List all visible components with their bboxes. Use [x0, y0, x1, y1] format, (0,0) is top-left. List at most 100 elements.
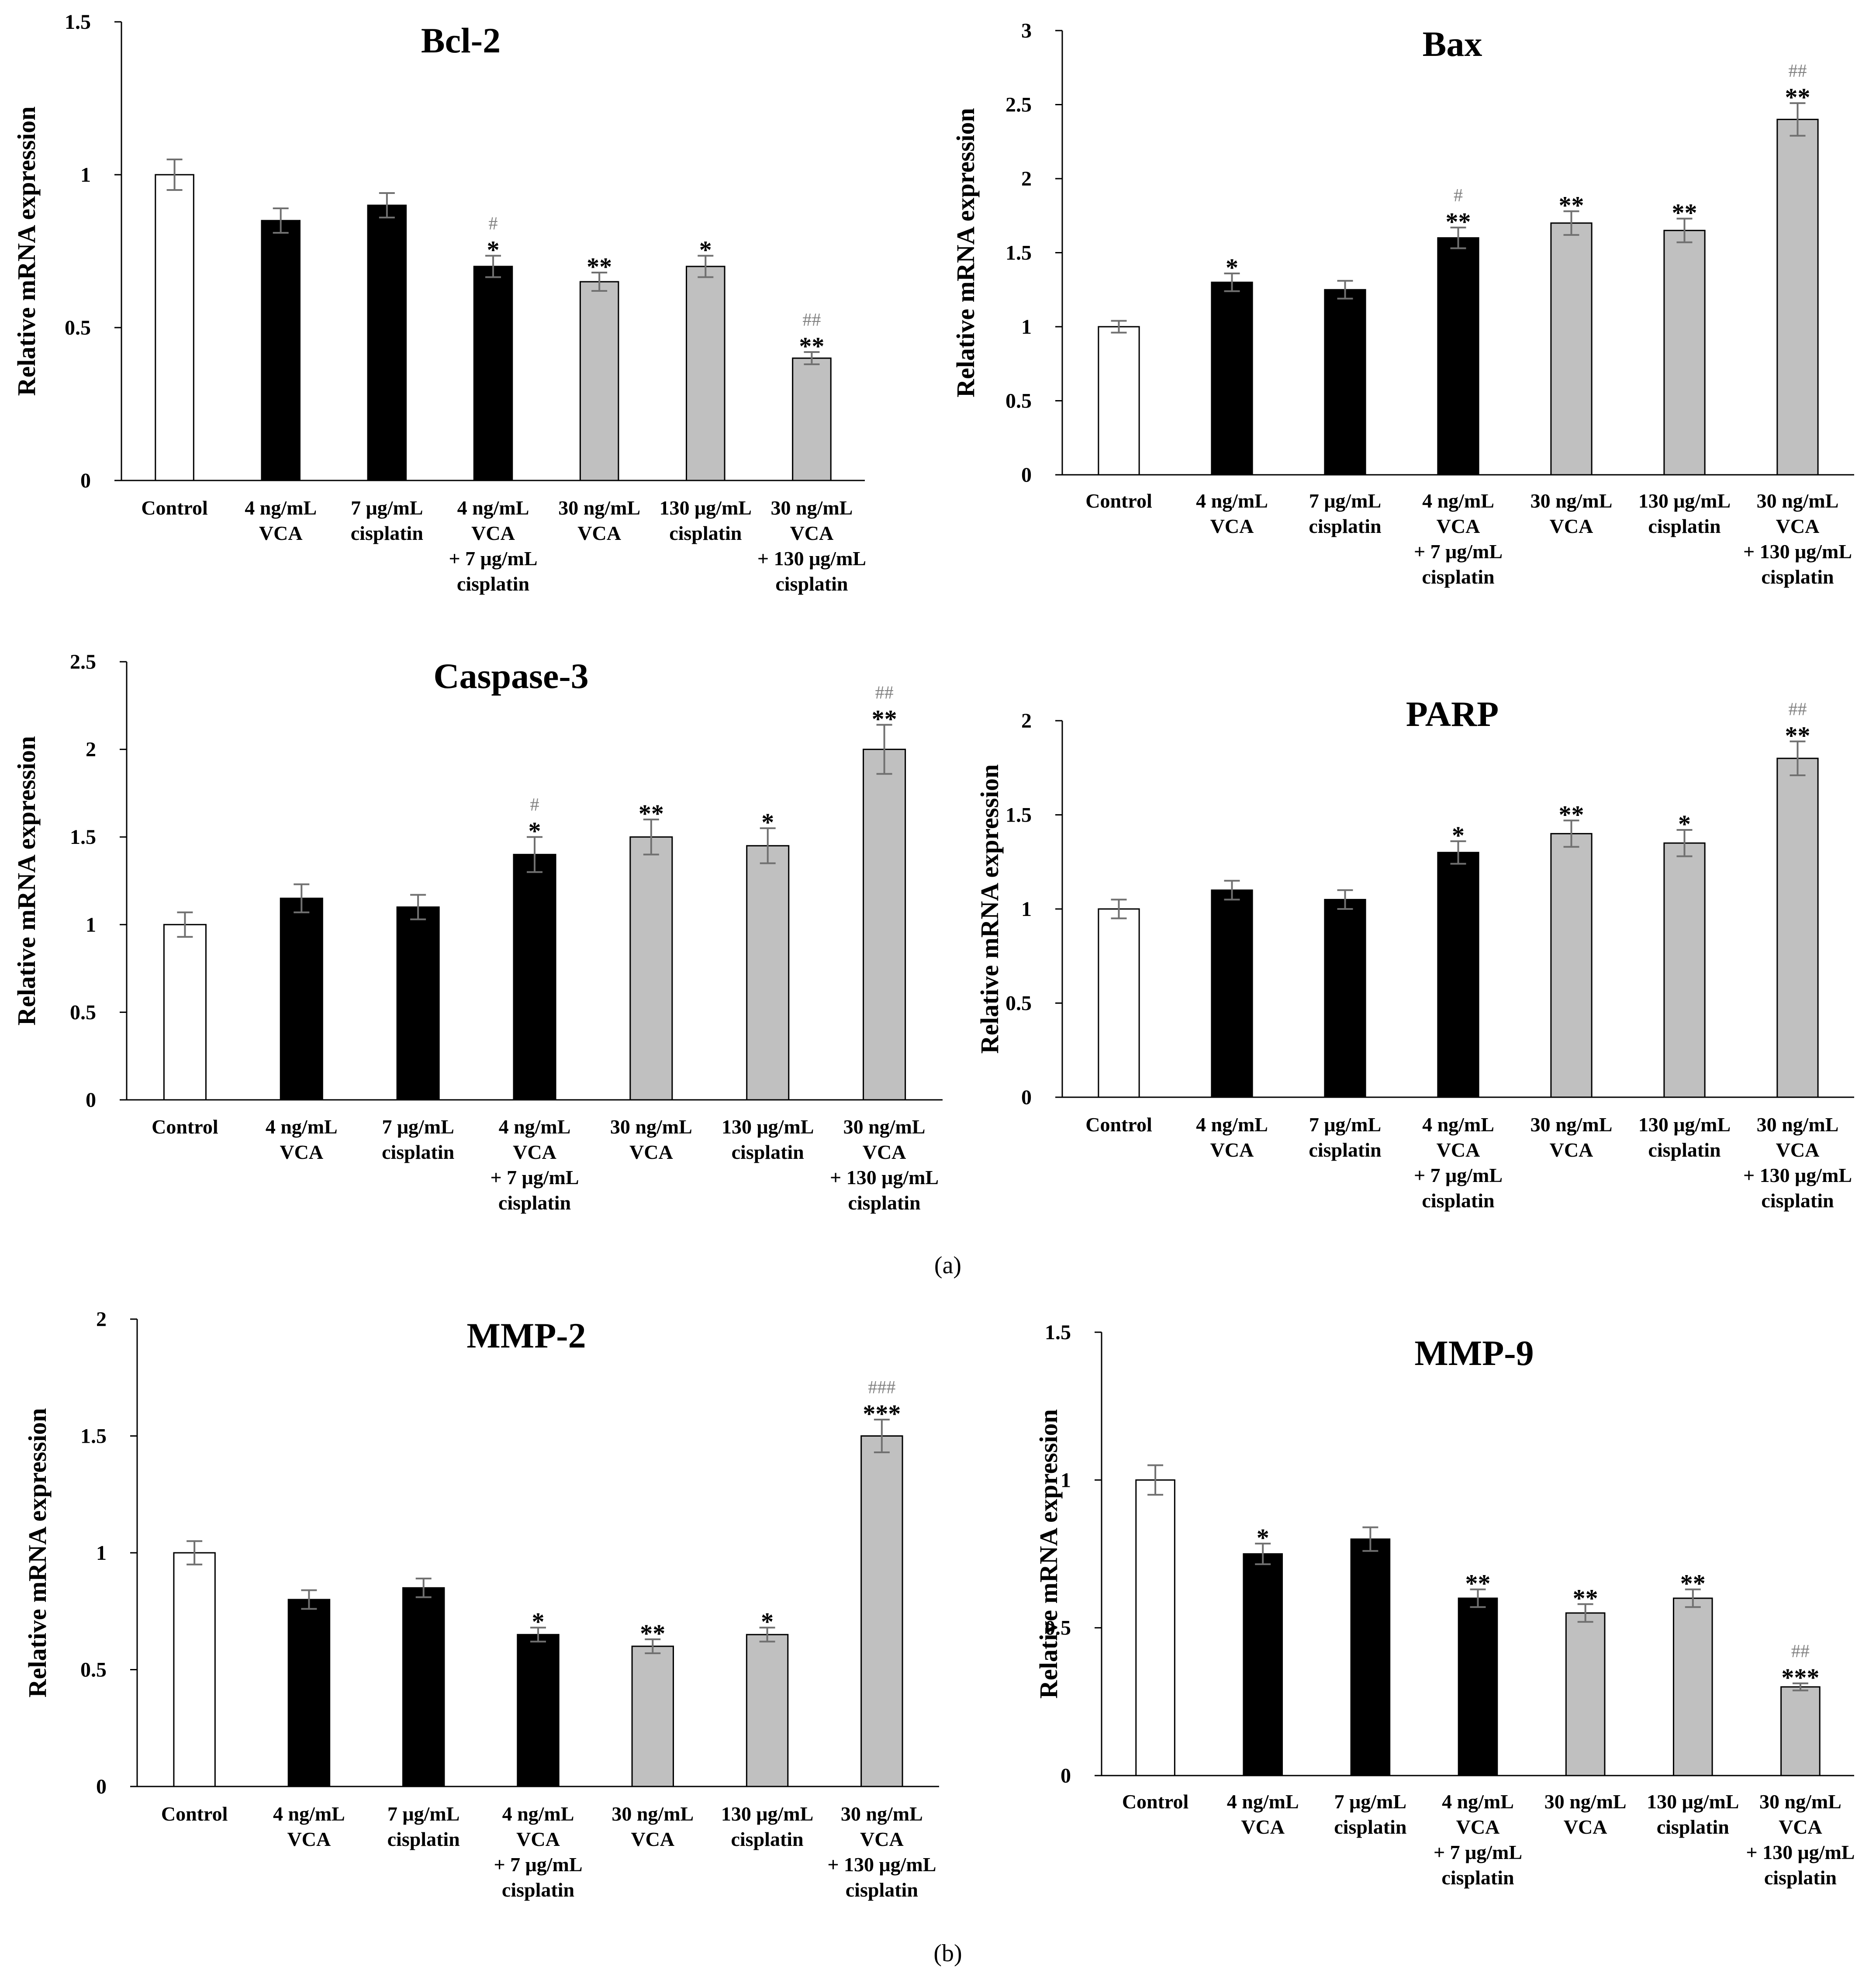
bar: [1243, 1553, 1283, 1776]
x-category-label: cisplatin: [1309, 515, 1381, 537]
bar: [792, 357, 832, 481]
significance-star: **: [1573, 1584, 1598, 1613]
panel-label-b: (b): [933, 1940, 962, 1967]
bar: [1437, 852, 1479, 1098]
chart-mmp-2: MMP-2 Relative mRNA expression 0 0.5 1 1.5 2 Co…: [23, 1308, 939, 1901]
significance-star: **: [1680, 1569, 1706, 1598]
x-category-label: 4 ng/mL: [245, 497, 317, 519]
chart-title: MMP-2: [466, 1316, 586, 1355]
bar: [1663, 230, 1706, 476]
x-category-label: cisplatin: [1422, 566, 1494, 588]
x-category-label: VCA: [631, 1828, 674, 1850]
chart-mmp-9: MMP-9 Relative mRNA expression 0 0.5 1 1.5 Con…: [1034, 1321, 1855, 1889]
bar: [1776, 757, 1819, 1098]
y-axis-label: Relative mRNA expression: [975, 764, 1004, 1054]
x-category-label: 130 μg/mL: [1638, 490, 1731, 512]
x-category-label: 30 ng/mL: [1531, 1113, 1613, 1136]
x-category-label: 4 ng/mL: [1442, 1790, 1514, 1813]
bar: [1550, 222, 1593, 476]
x-category-label: cisplatin: [669, 522, 742, 544]
x-category-label: 30 ng/mL: [1531, 490, 1613, 512]
significance-star: **: [1785, 721, 1810, 750]
bar: [1211, 889, 1253, 1098]
significance-star: **: [640, 1619, 665, 1648]
bar: [473, 266, 513, 481]
x-category-label: cisplatin: [1761, 1189, 1834, 1212]
x-category-label: + 7 μg/mL: [494, 1853, 582, 1876]
bar: [1098, 326, 1140, 476]
x-category-label: VCA: [1210, 1139, 1254, 1161]
bar: [631, 1645, 674, 1787]
significance-star: **: [1559, 800, 1584, 829]
x-category-label: VCA: [259, 522, 303, 544]
chart-title: MMP-9: [1414, 1333, 1534, 1373]
chart-title: Bcl-2: [421, 21, 501, 60]
x-category-label: Control: [1085, 1113, 1152, 1136]
y-tick-label: 0: [1061, 1764, 1071, 1787]
bar: [261, 220, 301, 481]
bar: [1098, 908, 1140, 1098]
bar: [579, 281, 619, 481]
x-category-label: cisplatin: [1657, 1816, 1729, 1838]
x-category-label: cisplatin: [457, 573, 529, 595]
x-category-label: cisplatin: [351, 522, 423, 544]
x-category-label: VCA: [1776, 1139, 1820, 1161]
y-tick-label: 0.5: [80, 1659, 107, 1682]
y-axis-label: Relative mRNA expression: [12, 107, 41, 396]
x-category-label: cisplatin: [1422, 1189, 1494, 1212]
significance-star: *: [1226, 253, 1238, 282]
chart-title: Caspase-3: [433, 656, 588, 696]
bar: [280, 898, 323, 1101]
y-tick-label: 1.5: [1045, 1321, 1071, 1344]
x-category-label: VCA: [790, 522, 834, 544]
x-category-label: VCA: [280, 1141, 323, 1163]
y-tick-label: 0: [1021, 1086, 1032, 1109]
significance-hash: #: [530, 795, 539, 815]
bar: [1776, 118, 1819, 476]
bar: [1211, 281, 1253, 476]
bar: [863, 749, 906, 1101]
y-tick-label: 2.5: [1005, 93, 1032, 117]
significance-star: *: [1678, 810, 1691, 838]
y-tick-label: 2: [86, 738, 96, 761]
significance-hash: #: [1454, 186, 1463, 206]
panel-label-a: (a): [934, 1252, 961, 1279]
x-category-label: VCA: [1550, 1139, 1593, 1161]
x-category-label: 7 μg/mL: [382, 1116, 454, 1138]
significance-star: **: [1559, 191, 1584, 220]
x-category-label: 4 ng/mL: [1422, 490, 1494, 512]
x-category-label: cisplatin: [1648, 1139, 1721, 1161]
x-category-label: 30 ng/mL: [1757, 1113, 1839, 1136]
y-tick-label: 0: [86, 1088, 96, 1112]
bar: [1780, 1686, 1821, 1776]
x-category-label: 4 ng/mL: [1422, 1113, 1494, 1136]
x-category-label: VCA: [629, 1141, 673, 1163]
x-category-label: + 130 μg/mL: [830, 1166, 939, 1189]
x-category-label: 30 ng/mL: [770, 497, 853, 519]
significance-star: **: [872, 705, 897, 733]
y-tick-label: 1: [80, 163, 91, 187]
x-category-label: VCA: [1776, 515, 1820, 537]
x-category-label: cisplatin: [732, 1141, 804, 1163]
significance-hash: ###: [868, 1378, 895, 1398]
x-category-label: 7 μg/mL: [351, 497, 423, 519]
bar: [1324, 898, 1366, 1098]
y-tick-label: 2: [1021, 709, 1032, 733]
x-category-label: 4 ng/mL: [1196, 490, 1268, 512]
y-tick-label: 3: [1021, 19, 1032, 42]
bar: [1324, 289, 1366, 476]
y-tick-label: 1.5: [80, 1425, 107, 1448]
x-category-label: 30 ng/mL: [841, 1803, 923, 1825]
x-category-label: 30 ng/mL: [558, 497, 640, 519]
y-tick-label: 1: [96, 1541, 107, 1565]
x-category-label: 30 ng/mL: [843, 1116, 926, 1138]
x-category-label: 4 ng/mL: [1196, 1113, 1268, 1136]
significance-hash: ##: [1791, 1641, 1810, 1662]
significance-hash: ##: [802, 310, 821, 330]
significance-star: ***: [1781, 1663, 1819, 1692]
x-category-label: VCA: [1779, 1816, 1822, 1838]
bar: [402, 1587, 445, 1787]
x-category-label: Control: [161, 1803, 228, 1825]
x-category-label: 7 μg/mL: [1309, 490, 1381, 512]
